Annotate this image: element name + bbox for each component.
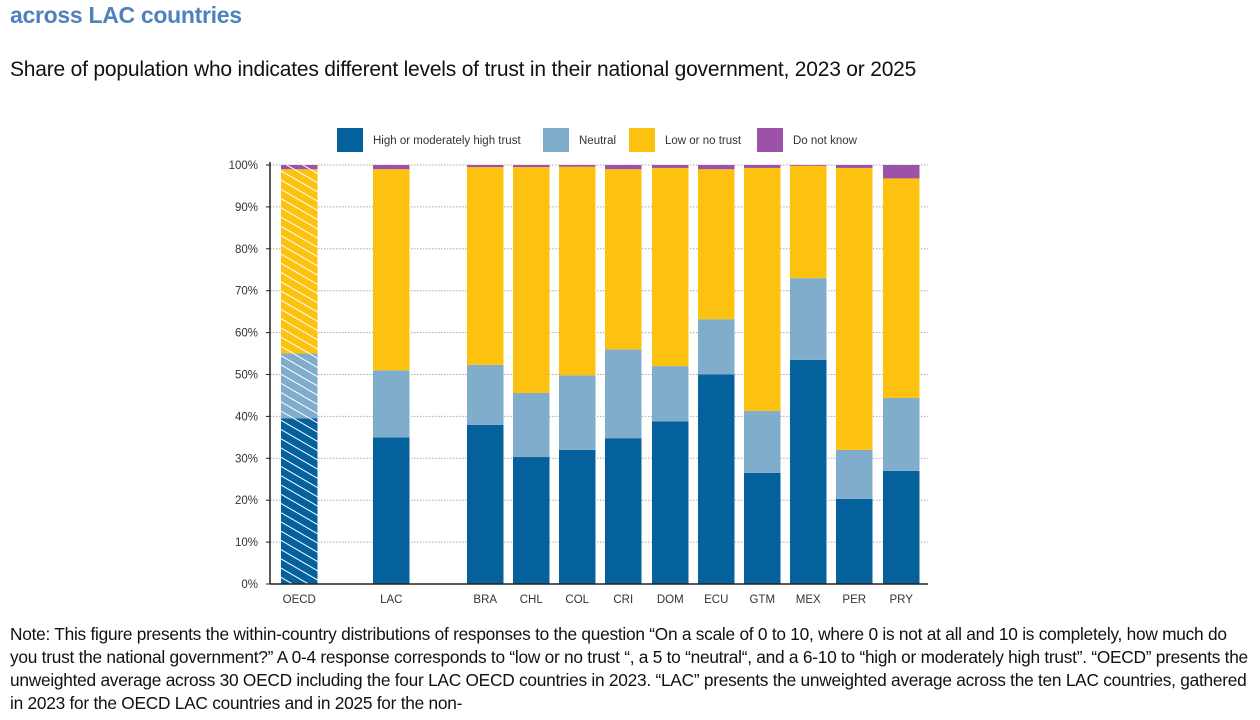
bar-segment <box>467 165 504 168</box>
x-tick-label: PRY <box>890 594 914 606</box>
bar-segment <box>698 165 735 170</box>
bar-hatch <box>281 169 318 354</box>
bar-segment <box>605 169 642 350</box>
bar-segment <box>698 169 735 320</box>
bar-hatch <box>281 165 318 170</box>
bar-segment <box>744 167 781 411</box>
y-tick-label: 100% <box>229 160 258 172</box>
bar-segment <box>790 278 827 360</box>
bar-segment <box>836 449 873 499</box>
legend-swatch <box>629 128 655 152</box>
x-tick-label: LAC <box>380 594 402 606</box>
legend-swatch <box>543 128 569 152</box>
y-tick-label: 90% <box>235 202 258 214</box>
bar-segment <box>790 165 827 279</box>
bar-segment <box>605 438 642 584</box>
bar-segment <box>652 165 689 168</box>
x-tick-label: DOM <box>657 594 684 606</box>
bar-segment <box>559 166 596 376</box>
legend-label: Do not know <box>793 135 858 147</box>
bar-segment <box>513 165 550 168</box>
bar-segment <box>559 449 596 584</box>
y-tick-label: 30% <box>235 453 258 465</box>
x-tick-label: COL <box>565 594 589 606</box>
y-tick-label: 60% <box>235 328 258 340</box>
bar-segment <box>790 165 827 166</box>
bar-segment <box>652 167 689 367</box>
y-tick-label: 0% <box>241 579 258 591</box>
bar-segment <box>373 165 410 170</box>
figure-subtitle: Share of population who indicates differ… <box>10 58 917 81</box>
x-tick-label: GTM <box>749 594 775 606</box>
bar-segment <box>744 165 781 168</box>
bar-segment <box>883 178 920 398</box>
bar-segment <box>652 421 689 584</box>
bar-segment <box>467 167 504 365</box>
bar-segment <box>605 165 642 170</box>
x-tick-label: MEX <box>796 594 821 606</box>
bar-segment <box>513 457 550 584</box>
x-tick-label: CHL <box>520 594 544 606</box>
y-tick-label: 50% <box>235 370 258 382</box>
y-tick-label: 20% <box>235 495 258 507</box>
y-tick-label: 10% <box>235 537 258 549</box>
legend-swatch <box>337 128 363 152</box>
bar-segment <box>883 470 920 584</box>
bar-segment <box>836 167 873 450</box>
bar-segment <box>559 375 596 450</box>
legend-label: High or moderately high trust <box>373 135 521 147</box>
bar-segment <box>513 167 550 393</box>
bar-segment <box>883 165 920 179</box>
figure-note: Note: This figure presents the within-co… <box>10 624 1248 713</box>
bar-segment <box>790 359 827 584</box>
legend-label: Neutral <box>579 135 616 147</box>
x-tick-label: OECD <box>283 594 316 606</box>
bar-segment <box>373 370 410 438</box>
stacked-bar-chart: 0% 10% 20% 30% 40% 50% 60% 70% 80% 90% 100% OECD LAC… <box>229 128 928 606</box>
x-tick-label: BRA <box>473 594 497 606</box>
y-tick-label: 70% <box>235 286 258 298</box>
bar-segment <box>373 437 410 584</box>
bar-segment <box>373 169 410 371</box>
bar-segment <box>605 349 642 439</box>
x-tick-label: CRI <box>613 594 633 606</box>
x-tick-label: ECU <box>704 594 728 606</box>
y-tick-label: 80% <box>235 244 258 256</box>
bar-segment <box>744 410 781 473</box>
x-tick-label: PER <box>842 594 866 606</box>
bar-segment <box>467 424 504 584</box>
bar-segment <box>698 319 735 375</box>
bar-segment <box>836 165 873 168</box>
y-tick-label: 40% <box>235 411 258 423</box>
bar-hatch <box>281 353 318 419</box>
bar-segment <box>744 472 781 584</box>
legend-label: Low or no trust <box>665 135 742 147</box>
legend-swatch <box>757 128 783 152</box>
bar-segment <box>883 397 920 471</box>
bar-hatch <box>281 418 318 584</box>
bar-segment <box>559 165 596 167</box>
bar-segment <box>652 366 689 422</box>
bar-segment <box>698 374 735 584</box>
bar-segment <box>513 392 550 458</box>
bar-segment <box>836 498 873 584</box>
figure-title: across LAC countries <box>10 2 242 28</box>
bar-segment <box>467 364 504 425</box>
